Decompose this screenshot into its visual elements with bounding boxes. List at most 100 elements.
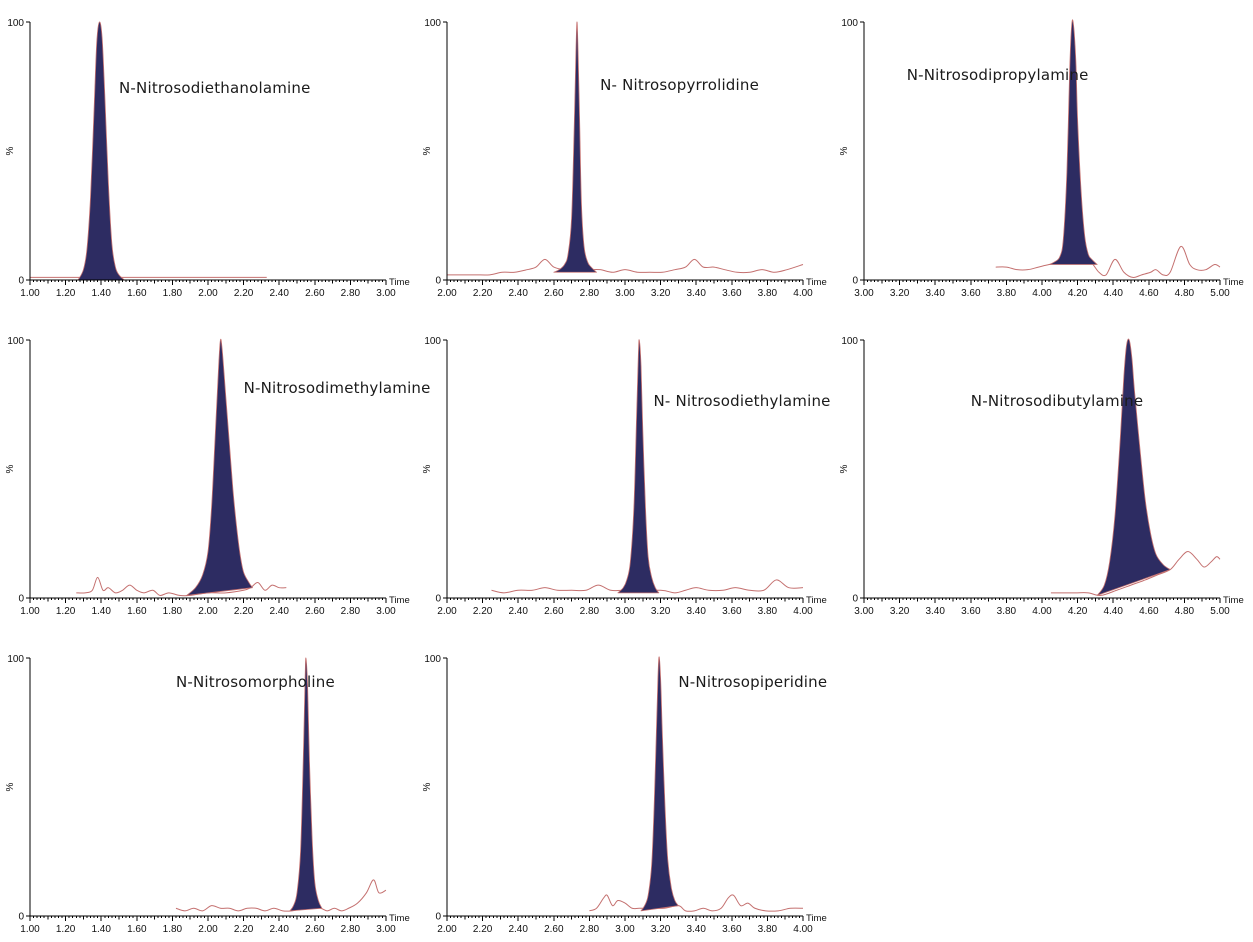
x-tick-label: 2.60 (305, 288, 325, 299)
chromatogram-plot: 2.00 2.20 2.40 2.60 2.80 3.00 3.20 3.40 3.60 3.80… (422, 336, 827, 617)
y-tick-label-100: 100 (7, 18, 24, 29)
x-tick-label: 3.40 (925, 288, 945, 299)
y-tick-label-0: 0 (435, 912, 441, 923)
x-tick-label: 2.00 (437, 288, 457, 299)
x-tick-label: 3.40 (686, 924, 706, 935)
x-axis-title: Time (389, 277, 410, 288)
x-tick-label: 3.00 (376, 288, 396, 299)
compound-label: N-Nitrosomorpholine (175, 673, 335, 692)
axes-lines (863, 340, 1220, 599)
x-tick-label: 2.40 (508, 606, 528, 617)
x-tick-label: 2.80 (341, 288, 361, 299)
x-tick-label: 2.60 (305, 924, 325, 935)
peak-fill (186, 338, 253, 596)
axis-ticks (443, 339, 804, 603)
x-tick-label: 3.40 (925, 606, 945, 617)
x-tick-label: 2.20 (473, 924, 493, 935)
y-tick-label-100: 100 (7, 336, 24, 347)
x-tick-label: 2.20 (473, 606, 493, 617)
x-tick-label: 2.60 (305, 606, 325, 617)
baseline-trace (589, 894, 804, 912)
x-tick-label: 3.20 (890, 606, 910, 617)
y-axis-title: % (5, 146, 16, 155)
peak-fill (77, 21, 125, 281)
chromatogram-panel-nitrosodiethanolamine: 1.00 1.20 1.40 1.60 1.80 2.00 2.20 2.40 2.60 2.80… (0, 8, 416, 306)
x-tick-label: 4.80 (1175, 288, 1195, 299)
x-tick-label: 2.20 (234, 288, 254, 299)
peak-fill (1048, 19, 1098, 265)
y-tick-label-100: 100 (424, 336, 441, 347)
x-tick-label: 4.00 (793, 288, 813, 299)
x-tick-label: 3.60 (961, 606, 981, 617)
x-tick-label: 1.80 (163, 288, 183, 299)
x-tick-label: 1.60 (127, 288, 147, 299)
chromatogram-plot: 3.00 3.20 3.40 3.60 3.80 4.00 4.20 4.40 4.60 4.80… (839, 336, 1244, 617)
x-tick-label: 1.40 (91, 288, 111, 299)
y-tick-label-100: 100 (841, 336, 858, 347)
y-axis-title: % (839, 146, 850, 155)
x-tick-label: 2.40 (269, 288, 289, 299)
compound-label: N-Nitrosodibutylamine (970, 391, 1144, 410)
axis-ticks (26, 657, 387, 921)
x-tick-label: 5.00 (1210, 288, 1230, 299)
y-axis-title: % (5, 464, 16, 473)
peak-fill (553, 21, 597, 273)
y-tick-label-0: 0 (18, 594, 24, 605)
peak-fill (1096, 338, 1171, 596)
y-tick-label-100: 100 (424, 18, 441, 29)
baseline-trace (76, 576, 287, 597)
chromatogram-panel-nitrosodibutylamine: 3.00 3.20 3.40 3.60 3.80 4.00 4.20 4.40 4.60 4.80… (834, 326, 1250, 624)
x-tick-label: 2.80 (341, 924, 361, 935)
x-tick-label: 3.00 (615, 288, 635, 299)
x-tick-label: 1.60 (127, 924, 147, 935)
chromatogram-plot: 3.00 3.20 3.40 3.60 3.80 4.00 4.20 4.40 4.60 4.80… (839, 18, 1244, 299)
x-tick-label: 4.00 (793, 606, 813, 617)
x-tick-label: 5.00 (1210, 606, 1230, 617)
x-tick-label: 2.00 (198, 606, 218, 617)
x-tick-label: 3.00 (615, 924, 635, 935)
x-tick-label: 3.60 (722, 606, 742, 617)
compound-label: N- Nitrosodiethylamine (653, 391, 831, 410)
x-tick-label: 2.60 (544, 606, 564, 617)
x-tick-label: 4.80 (1175, 606, 1195, 617)
x-tick-label: 4.40 (1103, 606, 1123, 617)
baseline-trace (491, 579, 804, 594)
compound-label: N-Nitrosodipropylamine (906, 65, 1089, 84)
axes-lines (29, 22, 386, 281)
x-tick-label: 1.20 (56, 606, 76, 617)
x-tick-label: 2.80 (580, 924, 600, 935)
chromatogram-plot: 1.00 1.20 1.40 1.60 1.80 2.00 2.20 2.40 2.60 2.80… (5, 18, 410, 299)
x-tick-label: 3.60 (722, 924, 742, 935)
x-tick-label: 2.40 (269, 606, 289, 617)
chromatogram-panel-nitrosomorpholine: 1.00 1.20 1.40 1.60 1.80 2.00 2.20 2.40 2.60 2.80… (0, 644, 416, 942)
x-tick-label: 4.00 (1032, 606, 1052, 617)
chromatogram-plot: 2.00 2.20 2.40 2.60 2.80 3.00 3.20 3.40 3.60 3.80… (422, 654, 827, 935)
y-tick-label-100: 100 (841, 18, 858, 29)
baseline-trace (447, 258, 804, 276)
axis-ticks (26, 339, 387, 603)
x-axis-title: Time (806, 595, 827, 606)
x-tick-label: 3.00 (376, 924, 396, 935)
x-tick-label: 3.00 (376, 606, 396, 617)
x-tick-label: 3.20 (651, 606, 671, 617)
baseline-trace (1050, 551, 1221, 596)
x-tick-label: 1.40 (91, 924, 111, 935)
x-tick-label: 4.00 (793, 924, 813, 935)
x-axis-title: Time (389, 913, 410, 924)
y-axis-title: % (839, 464, 850, 473)
y-tick-label-0: 0 (435, 276, 441, 287)
x-axis-title: Time (1223, 277, 1244, 288)
axis-ticks (860, 21, 1221, 285)
x-tick-label: 2.40 (508, 924, 528, 935)
y-tick-label-0: 0 (852, 276, 858, 287)
x-tick-label: 4.60 (1139, 288, 1159, 299)
x-tick-label: 1.40 (91, 606, 111, 617)
x-tick-label: 2.00 (198, 288, 218, 299)
x-tick-label: 1.20 (56, 288, 76, 299)
x-tick-label: 3.80 (758, 924, 778, 935)
x-tick-label: 3.20 (651, 288, 671, 299)
x-tick-label: 2.60 (544, 288, 564, 299)
x-tick-label: 1.80 (163, 606, 183, 617)
x-tick-label: 3.80 (997, 288, 1017, 299)
x-tick-label: 3.40 (686, 606, 706, 617)
